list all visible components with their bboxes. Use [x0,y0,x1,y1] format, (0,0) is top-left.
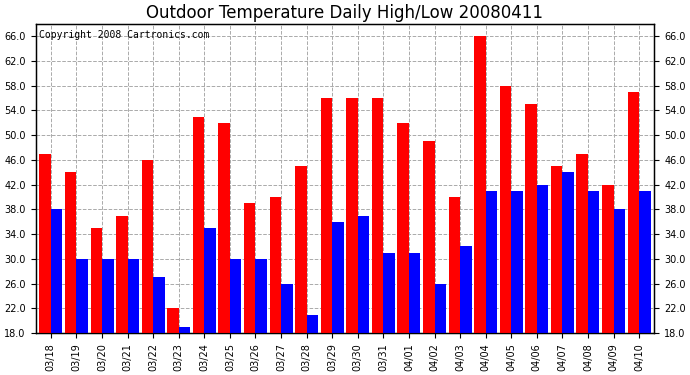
Bar [397,123,409,333]
Bar [448,197,460,333]
Bar [588,191,600,333]
Bar [358,216,369,333]
Bar [270,197,281,333]
Bar [255,259,267,333]
Bar [486,191,497,333]
Bar [332,222,344,333]
Bar [525,104,537,333]
Bar [628,92,639,333]
Bar [167,308,179,333]
Bar [346,98,358,333]
Bar [116,216,128,333]
Bar [372,98,384,333]
Bar [39,154,51,333]
Bar [179,327,190,333]
Bar [65,172,77,333]
Bar [281,284,293,333]
Bar [321,98,332,333]
Bar [511,191,523,333]
Title: Outdoor Temperature Daily High/Low 20080411: Outdoor Temperature Daily High/Low 20080… [146,4,544,22]
Text: Copyright 2008 Cartronics.com: Copyright 2008 Cartronics.com [39,30,209,40]
Bar [90,228,102,333]
Bar [551,166,562,333]
Bar [77,259,88,333]
Bar [423,141,435,333]
Bar [500,86,511,333]
Bar [51,209,62,333]
Bar [141,160,153,333]
Bar [460,246,471,333]
Bar [435,284,446,333]
Bar [639,191,651,333]
Bar [384,253,395,333]
Bar [193,117,204,333]
Bar [153,278,165,333]
Bar [219,123,230,333]
Bar [230,259,241,333]
Bar [244,203,255,333]
Bar [204,228,216,333]
Bar [474,36,486,333]
Bar [537,184,549,333]
Bar [562,172,574,333]
Bar [576,154,588,333]
Bar [128,259,139,333]
Bar [613,209,625,333]
Bar [602,184,613,333]
Bar [409,253,420,333]
Bar [295,166,306,333]
Bar [102,259,114,333]
Bar [306,315,318,333]
